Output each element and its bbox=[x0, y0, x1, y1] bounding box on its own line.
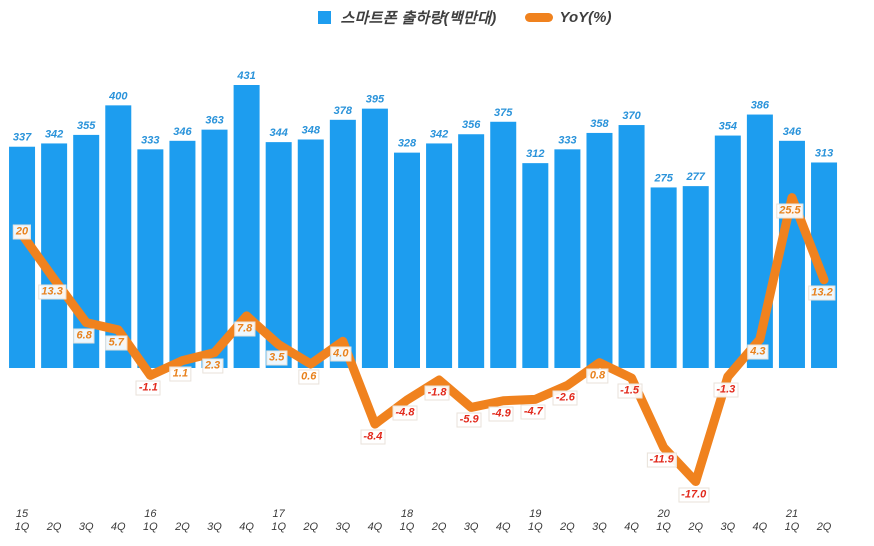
bar bbox=[586, 132, 613, 368]
bar-value-label: 370 bbox=[622, 110, 641, 122]
legend: 스마트폰 출하량(백만대) YoY(%) bbox=[28, 7, 874, 28]
x-axis-year-label: 19 bbox=[529, 508, 541, 520]
x-axis-quarter-label: 1Q bbox=[656, 521, 671, 533]
bar-value-label: 378 bbox=[334, 105, 353, 117]
legend-line-swatch-icon bbox=[524, 13, 553, 22]
bar bbox=[169, 140, 196, 368]
x-axis-quarter-label: 1Q bbox=[785, 521, 800, 533]
bar-value-label: 354 bbox=[719, 121, 737, 133]
x-axis-quarter-label: 3Q bbox=[592, 521, 607, 533]
x-axis-year-label: 21 bbox=[785, 508, 798, 520]
bar bbox=[297, 139, 324, 368]
x-axis-year-label: 17 bbox=[273, 508, 286, 520]
x-axis-year-label: 18 bbox=[401, 508, 414, 520]
bar-value-label: 356 bbox=[462, 119, 481, 131]
x-axis-quarter-label: 1Q bbox=[271, 521, 286, 533]
x-axis-quarter-label: 2Q bbox=[687, 521, 703, 533]
bar-value-label: 277 bbox=[686, 171, 706, 183]
bar-value-label: 395 bbox=[366, 94, 385, 106]
legend-line-label: YoY(%) bbox=[559, 9, 612, 26]
x-axis-quarter-label: 2Q bbox=[559, 521, 575, 533]
bar-value-label: 346 bbox=[783, 126, 802, 138]
bar bbox=[714, 135, 741, 368]
x-axis-quarter-label: 4Q bbox=[368, 521, 383, 533]
x-axis-quarter-label: 1Q bbox=[400, 521, 415, 533]
x-axis-quarter-label: 2Q bbox=[46, 521, 62, 533]
bar bbox=[41, 143, 68, 368]
bar-value-label: 342 bbox=[45, 128, 63, 140]
bar-value-label: 328 bbox=[398, 138, 417, 150]
x-axis-quarter-label: 3Q bbox=[720, 521, 735, 533]
bar-value-label: 348 bbox=[302, 124, 321, 136]
x-axis-quarter-label: 4Q bbox=[239, 521, 254, 533]
x-axis-quarter-label: 2Q bbox=[816, 521, 832, 533]
bar-value-label: 313 bbox=[815, 147, 833, 159]
bar bbox=[265, 142, 292, 368]
bar bbox=[618, 125, 645, 368]
bar-value-label: 342 bbox=[430, 128, 448, 140]
bar bbox=[554, 149, 581, 368]
x-axis-quarter-label: 4Q bbox=[111, 521, 126, 533]
bar-value-label: 400 bbox=[108, 90, 128, 102]
bar-value-label: 275 bbox=[653, 172, 673, 184]
bar bbox=[137, 149, 164, 368]
bar bbox=[201, 129, 228, 368]
bar-value-label: 363 bbox=[205, 115, 223, 127]
x-axis-quarter-label: 1Q bbox=[528, 521, 543, 533]
bar-value-label: 312 bbox=[526, 148, 544, 160]
x-axis-quarter-label: 3Q bbox=[464, 521, 479, 533]
bar-value-label: 346 bbox=[173, 126, 192, 138]
bar bbox=[426, 143, 453, 368]
bar bbox=[522, 163, 549, 368]
x-axis-quarter-label: 3Q bbox=[207, 521, 222, 533]
x-axis-year-label: 20 bbox=[657, 508, 671, 520]
x-axis-quarter-label: 1Q bbox=[143, 521, 158, 533]
x-axis-quarter-label: 4Q bbox=[624, 521, 639, 533]
bar-value-label: 333 bbox=[141, 134, 159, 146]
x-axis-year-label: 16 bbox=[144, 508, 157, 520]
bar-value-label: 386 bbox=[751, 100, 770, 112]
bar bbox=[682, 186, 709, 368]
bar-value-label: 431 bbox=[236, 70, 255, 82]
bar-value-label: 344 bbox=[270, 127, 288, 139]
x-axis-quarter-label: 3Q bbox=[79, 521, 94, 533]
x-axis-quarter-label: 2Q bbox=[431, 521, 447, 533]
x-axis-year-label: 15 bbox=[16, 508, 29, 520]
bar bbox=[458, 134, 485, 368]
x-axis-quarter-label: 3Q bbox=[335, 521, 350, 533]
bar bbox=[73, 134, 100, 368]
x-axis-quarter-label: 1Q bbox=[15, 521, 30, 533]
bar-value-label: 355 bbox=[77, 120, 96, 132]
legend-bars-label: 스마트폰 출하량(백만대) bbox=[340, 10, 497, 27]
bar-value-label: 333 bbox=[558, 134, 576, 146]
bar bbox=[361, 108, 388, 368]
x-axis-quarter-label: 4Q bbox=[496, 521, 511, 533]
yoy-line bbox=[17, 193, 829, 487]
x-axis-quarter-label: 2Q bbox=[302, 521, 318, 533]
bar bbox=[650, 187, 677, 368]
x-axis-quarter-label: 2Q bbox=[174, 521, 190, 533]
bar bbox=[394, 152, 420, 368]
bar-value-label: 337 bbox=[13, 132, 32, 144]
bar-value-label: 375 bbox=[494, 107, 513, 119]
legend-bar-swatch-icon bbox=[318, 11, 332, 24]
bar bbox=[490, 121, 517, 369]
x-axis-quarter-label: 4Q bbox=[753, 521, 768, 533]
bar bbox=[329, 119, 356, 368]
bar-value-label: 358 bbox=[590, 118, 609, 130]
bar bbox=[9, 146, 36, 368]
